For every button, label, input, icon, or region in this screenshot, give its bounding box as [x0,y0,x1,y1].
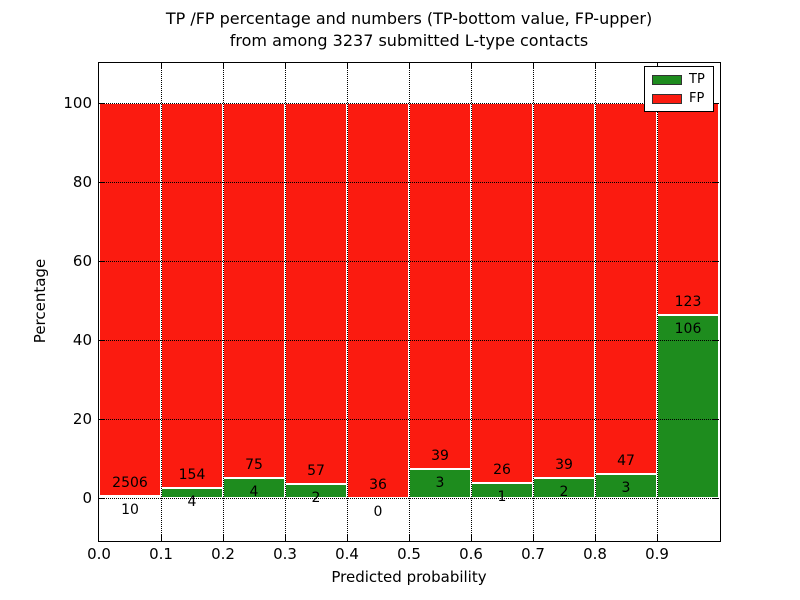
x-tick-mark [471,63,472,69]
legend: TP FP [644,66,714,112]
x-tick-label: 0.9 [645,545,669,563]
x-tick-mark [223,535,224,541]
fp-count-label: 36 [369,476,387,493]
bar-segment-fp [533,102,595,479]
x-tick-mark [533,535,534,541]
fp-count-label: 26 [493,461,511,478]
tp-count-label: 10 [121,501,139,518]
bar-segment-tp [657,314,719,498]
x-tick-mark [409,535,410,541]
x-tick-mark [657,535,658,541]
gridline-v [409,63,410,541]
y-tick-label: 80 [72,172,92,191]
bar-segment-fp [471,102,533,483]
x-tick-mark [409,63,410,69]
x-tick-mark [161,63,162,69]
fp-count-label: 154 [178,466,206,483]
y-tick-mark [99,339,105,341]
tp-count-label: 3 [435,475,445,492]
bar-segment-fp [285,102,347,485]
fp-count-label: 39 [555,457,573,474]
x-tick-mark [595,63,596,69]
tp-color-swatch-icon [652,74,682,85]
y-tick-mark [713,181,719,183]
fp-count-label: 75 [245,456,263,473]
chart-title-line2: from among 3237 submitted L-type contact… [229,31,589,50]
x-tick-label: 0.7 [521,545,545,563]
gridline-v [657,63,658,541]
tp-count-label: 1 [497,488,507,505]
tp-count-label: 3 [621,479,631,496]
y-tick-mark [99,102,105,104]
tp-count-label: 2 [311,490,321,507]
legend-item-fp: FP [652,92,713,105]
x-tick-mark [533,63,534,69]
bar-segment-fp [409,102,471,470]
fp-color-swatch-icon [652,93,682,104]
x-axis-label: Predicted probability [331,568,487,586]
x-tick-label: 0.0 [87,545,111,563]
y-tick-label: 100 [63,93,92,112]
gridline-v [533,63,534,541]
x-tick-label: 0.4 [335,545,359,563]
bar-segment-fp [99,102,161,496]
y-tick-mark [713,260,719,262]
x-tick-mark [595,535,596,541]
x-tick-mark [285,63,286,69]
fp-count-label: 123 [674,293,702,310]
x-tick-mark [223,63,224,69]
tp-count-label: 2 [559,484,569,501]
gridline-v [471,63,472,541]
y-tick-mark [99,497,105,499]
fp-count-label: 39 [431,448,449,465]
x-tick-mark [347,63,348,69]
bar-segment-fp [161,102,223,488]
y-tick-mark [713,497,719,499]
fp-count-label: 57 [307,463,325,480]
y-tick-mark [99,181,105,183]
fp-count-label: 2506 [112,474,148,491]
y-tick-mark [713,418,719,420]
x-tick-mark [285,535,286,541]
tp-count-label: 4 [249,483,259,500]
y-tick-label: 0 [82,488,92,507]
x-tick-label: 0.5 [397,545,421,563]
legend-label-tp: TP [689,72,705,87]
bar-segment-fp [657,102,719,315]
tp-count-label: 4 [187,493,197,510]
chart-title-line1: TP /FP percentage and numbers (TP-bottom… [165,9,653,28]
x-tick-label: 0.2 [211,545,235,563]
bar-segment-fp [347,102,409,498]
y-tick-label: 40 [72,330,92,349]
gridline-v [595,63,596,541]
x-tick-mark [161,535,162,541]
y-tick-label: 60 [72,251,92,270]
fp-count-label: 47 [617,452,635,469]
tp-count-label: 106 [674,320,702,337]
y-tick-mark [99,418,105,420]
gridline-v [285,63,286,541]
y-tick-mark [713,102,719,104]
gridline-v [223,63,224,541]
gridline-v [161,63,162,541]
x-tick-mark [347,535,348,541]
gridline-v [347,63,348,541]
bar-segment-fp [223,102,285,478]
x-tick-label: 0.6 [459,545,483,563]
bar-segment-tp [99,495,161,498]
legend-item-tp: TP [652,73,713,86]
x-tick-mark [471,535,472,541]
x-tick-label: 0.1 [149,545,173,563]
legend-label-fp: FP [689,91,705,106]
x-tick-label: 0.8 [583,545,607,563]
tp-count-label: 0 [373,503,383,520]
y-tick-label: 20 [72,409,92,428]
x-tick-label: 0.3 [273,545,297,563]
y-tick-mark [99,260,105,262]
y-tick-mark [713,339,719,341]
